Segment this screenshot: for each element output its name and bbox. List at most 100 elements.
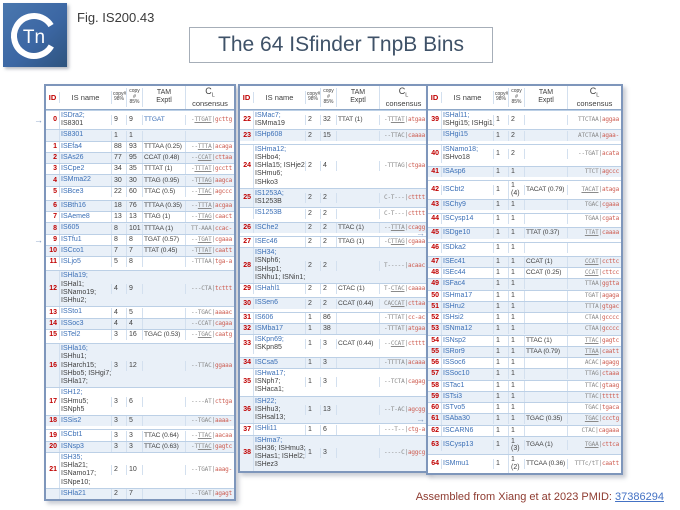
consensus-prefix: CA [384,299,391,307]
is-name: ISBth16 [61,201,86,209]
row-id: 12 [49,284,57,292]
is-name-cell: ISAsp6 [441,167,493,178]
row-id: 2 [53,154,57,162]
consensus-prefix: -- [191,187,198,195]
table-header: ID IS name copy# 98% copy # 85% TAM Exptl CL c… [46,86,234,110]
is-name: ISNma12 [443,325,473,333]
table-row: 33 ISKpn69; ISKpn85 1 3 CCAT (0.44) --CCAT|ctt… [240,334,427,354]
consensus-prefix: -TTTAG [384,162,405,170]
consensus-suffix: tgaca [601,404,619,412]
is-name-cell: ISTvo5 [441,403,493,414]
row-id: 24 [243,162,251,170]
consensus-prefix: -----C [384,449,405,457]
consensus-prefix: CTAA [584,325,599,333]
is-name: ISHal11; [443,111,470,119]
consensus-prefix: --T-AC [384,406,405,414]
is-name-cell: ISEfa4 [59,141,111,152]
header-consensus: CL consensus [379,86,427,109]
table-row: 40 ISNamo18; ISHvo18 1 2 --TGAT|acata [428,143,621,164]
is-name-cell: ISH12; ISHmu5; ISNph5 [59,388,111,416]
header-id: ID [430,92,439,102]
row-id: 41 [431,168,439,176]
consensus-suffix: gcctt [214,165,232,173]
tam-exptl-cell: TTAG (0.95) [142,175,185,186]
copy85-cell: 3 [126,430,142,441]
tam-exptl-cell: CTAC (1) [336,284,379,295]
consensus-tam: TTTA [197,142,212,150]
consensus-suffix: cgaaa [214,235,232,243]
consensus-cell: TGAC|cgaaa [567,199,621,210]
consensus-suffix: caaaa [407,131,425,139]
is-name: ISH35; [61,453,83,461]
consensus-cell: --TTTA|acaga [185,141,234,152]
table-row: ISHla21 2 7 --TGAT|agagt [46,487,234,500]
table-row: 41 ISAsp6 1 1 TTCT|agccc [428,166,621,178]
consensus-separator: | [598,459,603,467]
tam-exptl-cell: TTAC (1) [336,222,379,233]
consensus-tam: TTAG [390,238,405,246]
consensus-cell: TGAC|tgaca [567,403,621,414]
is-name-cell: ISNsp3 [59,441,111,452]
is-name-cell: ISDra2; IS8301 [59,110,111,130]
consensus-separator: | [598,336,603,344]
row-id: 3 [53,165,57,173]
table-row: 25 IS1253A; IS1253B 2 2 C-T---|ctttt [240,187,427,208]
table-row: 64 ISMmu1 1 1 (2) TTCAA (0.36) TTTc/tT|caatt [428,454,621,473]
table-row: 12 ISHla19; ISHal1; ISNamo19; ISHhu2; 4 9 ---CT… [46,270,234,307]
copy98-cell: 3 [111,441,126,452]
tam-exptl-cell [336,193,379,204]
header-consensus-symbol: CL [187,87,233,99]
table-row: 39 ISHal11; ISHgi15; ISHgi1; 1 2 TTCTAA|aggaa [428,109,621,130]
table-row: 45 ISDge10 1 1 TTAT (0.37) TTAT|caaaa → [416,227,621,239]
consensus-tam: CCAT [584,269,599,277]
consensus-cell: --TGAT|agagt [185,489,234,500]
copy98-cell: 13 [111,212,126,223]
tam-exptl-cell: TTAA (0.79) [524,346,567,357]
is-name-cell: ISKpn69; ISKpn85 [253,335,305,354]
consensus-suffix: aaaa- [214,417,232,425]
consensus-separator: | [211,247,216,255]
is-name: ISSoc6 [443,359,466,367]
is-name-cell: ISRor9 [441,346,493,358]
is-name-cell: ISSoc3 [59,318,111,329]
copy98-cell: 1 [493,425,508,436]
copy98-cell: 2 [305,208,320,219]
copy98-cell: 1 [493,268,508,279]
consensus-cell: CACCAT|cttaa [379,298,427,309]
copy98-cell: 1 [305,312,320,323]
consensus-cell: --TGAC|aaaac [185,307,234,318]
pmid-link[interactable]: 37386294 [615,491,664,503]
copy85-cell: 10 [126,465,142,476]
is-name: ISHla16; [61,345,88,353]
consensus-suffix: ctttt [407,194,425,202]
consensus-c: C [398,86,406,96]
consensus-prefix: - [191,116,195,124]
row-id: 61 [431,415,439,423]
consensus-separator: | [404,285,409,293]
table-row: 27 ISEc46 2 2 TTAG (1) -CTTAG|cgaaa [240,235,427,248]
is-name: ISHsi2 [443,314,464,322]
copy98-cell: 30 [111,175,126,186]
consensus-separator: | [404,425,409,433]
consensus-separator: | [211,331,216,339]
consensus-tam: TTAT [197,247,212,255]
is-name: ISH12; [61,389,83,397]
consensus-suffix: cttcc [601,269,619,277]
is-name: ISHbo4; [255,153,281,161]
consensus-suffix: ccctg [601,415,619,423]
tam-exptl-cell [524,425,567,436]
consensus-suffix: caatt [601,347,619,355]
consensus-separator: | [211,213,216,221]
consensus-separator: | [404,299,409,307]
tam-exptl-cell: TTAG (1) [142,212,185,223]
consensus-suffix: aggaa [601,116,619,124]
table-row: 34 ISCsa5 1 3 -TTTTA|acaaa [240,356,427,368]
consensus-separator: | [404,378,409,386]
is-name: ISHla15; ISHje2; [255,162,307,170]
row-id: 59 [431,392,439,400]
row-pointer-arrow-icon: → [34,115,43,126]
tam-exptl-cell [142,489,185,500]
header-consensus-label: consensus [192,98,228,108]
tam-exptl-cell: TTAC (0.63) [142,441,185,452]
is-name: ISCpe2 [61,165,85,173]
